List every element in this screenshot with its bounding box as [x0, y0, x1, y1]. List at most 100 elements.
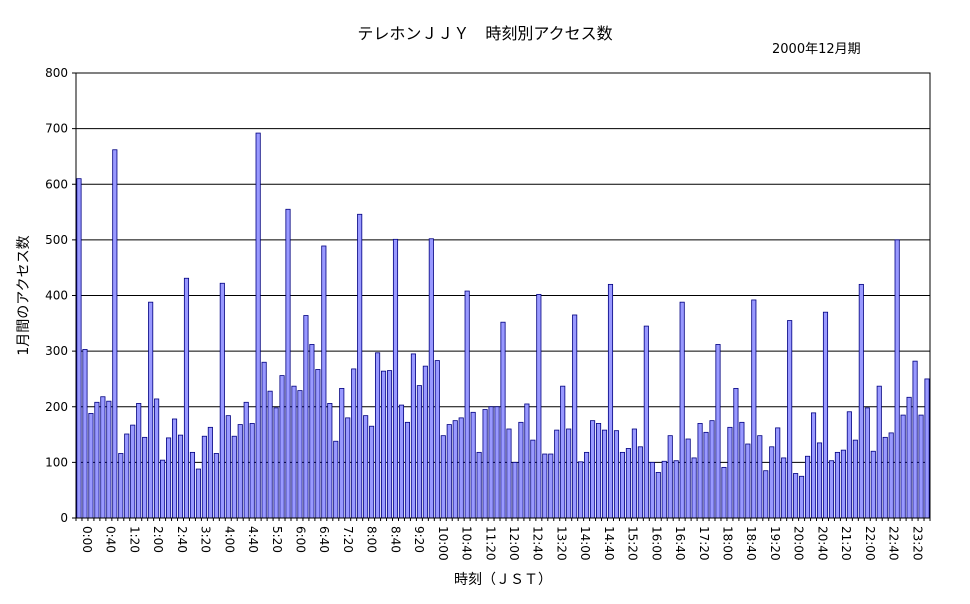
- bar: [76, 178, 82, 519]
- bar: [386, 370, 393, 519]
- y-tick-label: 600: [45, 177, 68, 191]
- y-tick-label: 200: [45, 400, 68, 414]
- bar: [309, 344, 315, 519]
- bar: [685, 438, 691, 519]
- bar: [900, 414, 906, 519]
- bar: [333, 440, 339, 519]
- bar: [846, 411, 852, 519]
- bar: [834, 451, 840, 519]
- bar: [876, 385, 882, 519]
- bar: [488, 406, 494, 519]
- bar: [793, 473, 799, 519]
- bar: [596, 423, 602, 519]
- x-tick-label: 9:20: [412, 526, 426, 553]
- bar: [506, 428, 512, 519]
- x-tick-label: 16:00: [649, 526, 663, 561]
- x-tick-label: 8:40: [388, 526, 402, 553]
- bar: [697, 423, 703, 519]
- x-tick-label: 12:00: [507, 526, 521, 561]
- bar: [237, 424, 243, 519]
- bar: [828, 460, 835, 519]
- bar: [703, 431, 709, 519]
- bar: [840, 449, 846, 519]
- bar: [440, 435, 446, 519]
- bar: [858, 283, 864, 519]
- bar: [357, 213, 363, 519]
- bar: [691, 457, 697, 519]
- bar: [482, 409, 488, 519]
- x-tick-label: 23:20: [910, 526, 924, 561]
- bar: [679, 301, 685, 519]
- x-axis-ticks: 0:00 0:40 1:20 2:00 2:40 3:20 4:00 4:40 5:20 6:00…: [75, 518, 931, 561]
- bar: [870, 450, 876, 519]
- bar: [673, 460, 679, 519]
- bar: [769, 446, 775, 519]
- bar: [822, 311, 829, 519]
- bar: [715, 344, 721, 519]
- bar: [745, 443, 751, 519]
- bar: [452, 420, 458, 519]
- x-tick-label: 18:00: [720, 526, 734, 561]
- x-tick-label: 10:00: [436, 526, 450, 561]
- bar: [512, 461, 518, 519]
- bar: [566, 428, 572, 519]
- x-tick-label: 16:40: [673, 526, 687, 561]
- x-tick-label: 12:40: [531, 526, 545, 561]
- bar: [416, 385, 422, 519]
- bar: [225, 415, 231, 519]
- bar: [404, 421, 410, 519]
- y-tick-label: 0: [60, 511, 68, 525]
- bar: [649, 461, 655, 519]
- bar: [189, 451, 196, 519]
- x-tick-label: 20:00: [792, 526, 806, 561]
- x-tick-label: 14:00: [578, 526, 592, 561]
- bar: [243, 401, 249, 519]
- x-tick-label: 4:40: [246, 526, 260, 553]
- chart-title: テレホンＪＪＹ 時刻別アクセス数: [357, 24, 613, 43]
- bar: [428, 238, 434, 519]
- bar: [392, 238, 399, 519]
- x-tick-label: 19:20: [768, 526, 782, 561]
- bar: [201, 435, 207, 519]
- x-tick-label: 22:00: [863, 526, 877, 561]
- x-tick-label: 6:00: [293, 526, 307, 553]
- bar: [524, 403, 530, 519]
- bar: [381, 370, 387, 519]
- x-tick-label: 2:00: [151, 526, 165, 553]
- bar: [590, 420, 596, 519]
- bar: [315, 369, 321, 519]
- bar: [363, 415, 369, 519]
- bar: [882, 436, 888, 519]
- bar: [154, 398, 160, 519]
- bar: [291, 385, 297, 519]
- bar: [351, 368, 357, 519]
- bar: [279, 375, 285, 519]
- bar: [410, 353, 416, 519]
- bar: [816, 442, 823, 519]
- bar: [285, 208, 291, 519]
- bar: [160, 459, 166, 519]
- chart-subtitle: 2000年12月期: [772, 42, 861, 57]
- bar: [757, 435, 763, 519]
- bar: [166, 437, 172, 519]
- bar: [751, 299, 757, 519]
- bar: [100, 396, 106, 519]
- bars: [76, 132, 930, 519]
- x-tick-label: 2:40: [175, 526, 189, 553]
- bar: [339, 387, 345, 519]
- x-tick-label: 0:40: [104, 526, 118, 553]
- x-tick-label: 17:20: [697, 526, 711, 561]
- bar: [775, 427, 781, 519]
- bar: [464, 290, 470, 519]
- bar: [422, 365, 428, 519]
- bar: [894, 239, 900, 519]
- bar: [142, 436, 148, 519]
- bar: [369, 425, 375, 519]
- bar: [177, 434, 184, 519]
- bar: [94, 401, 100, 519]
- x-tick-label: 1:20: [127, 526, 141, 553]
- bar: [148, 301, 154, 519]
- bar: [213, 453, 219, 519]
- x-tick-label: 8:00: [365, 526, 379, 553]
- bar: [106, 400, 112, 519]
